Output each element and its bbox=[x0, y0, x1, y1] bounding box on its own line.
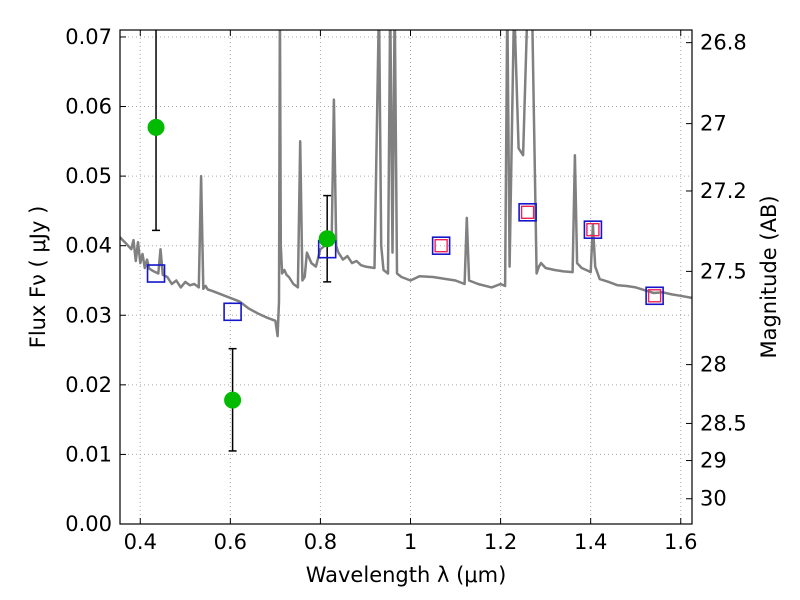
y-tick-label: 0.04 bbox=[65, 234, 112, 258]
model-photometry-square bbox=[518, 202, 537, 222]
y-tick-label: 0.06 bbox=[65, 95, 112, 119]
y-axis-title: Flux Fν ( μJy ) bbox=[26, 206, 50, 349]
y2-tick-label: 27.2 bbox=[700, 179, 747, 203]
plot-area bbox=[120, 30, 692, 338]
model-photometry-square bbox=[146, 264, 166, 283]
ticks: 0.4 0.6 0.8 1 1.2 1.4 1.6 0.00 0.01 0.02 0.03 0.04 0… bbox=[65, 25, 747, 554]
inner-photometry-square bbox=[586, 222, 600, 237]
inner-photometry-square bbox=[520, 205, 535, 219]
model-photometry-square bbox=[431, 236, 451, 255]
x-tick-label: 1.4 bbox=[574, 530, 607, 554]
grid bbox=[120, 30, 692, 525]
x-tick-label: 1 bbox=[404, 530, 417, 554]
y2-tick-label: 30 bbox=[700, 487, 727, 511]
y-tick-label: 0.07 bbox=[65, 25, 112, 49]
y2-tick-label: 27.5 bbox=[700, 259, 747, 283]
model-photometry-square bbox=[223, 302, 242, 322]
y2-tick-label: 28 bbox=[700, 353, 727, 377]
y2-tick-label: 29 bbox=[700, 449, 727, 473]
y-tick-label: 0.02 bbox=[65, 373, 112, 397]
y2-tick-label: 28.5 bbox=[700, 411, 747, 435]
observed-point bbox=[318, 230, 336, 248]
plot-frame bbox=[119, 29, 693, 525]
y2-axis-title: Magnitude (AB) bbox=[757, 195, 781, 358]
y2-tick-label: 27 bbox=[700, 112, 727, 136]
x-tick-label: 1.6 bbox=[664, 530, 697, 554]
y-tick-label: 0.01 bbox=[65, 442, 112, 466]
markers bbox=[146, 30, 664, 452]
inner-photometry-square bbox=[434, 238, 448, 253]
observed-point bbox=[147, 118, 165, 136]
x-tick-label: 1.2 bbox=[484, 530, 517, 554]
x-axis-title: Wavelength λ (μm) bbox=[306, 563, 507, 587]
y-tick-label: 0.03 bbox=[65, 303, 112, 327]
model-spectrum-line bbox=[120, 30, 692, 338]
y2-tick-label: 26.8 bbox=[700, 31, 747, 55]
observed-point bbox=[224, 391, 242, 409]
y-tick-label: 0.00 bbox=[65, 512, 112, 536]
inner-photometry-square bbox=[647, 289, 662, 303]
x-tick-label: 0.6 bbox=[214, 530, 247, 554]
x-tick-label: 0.8 bbox=[304, 530, 337, 554]
x-tick-label: 0.4 bbox=[124, 530, 157, 554]
y-tick-label: 0.05 bbox=[65, 164, 112, 188]
model-photometry-square bbox=[645, 286, 664, 306]
model-photometry-square bbox=[583, 220, 603, 239]
